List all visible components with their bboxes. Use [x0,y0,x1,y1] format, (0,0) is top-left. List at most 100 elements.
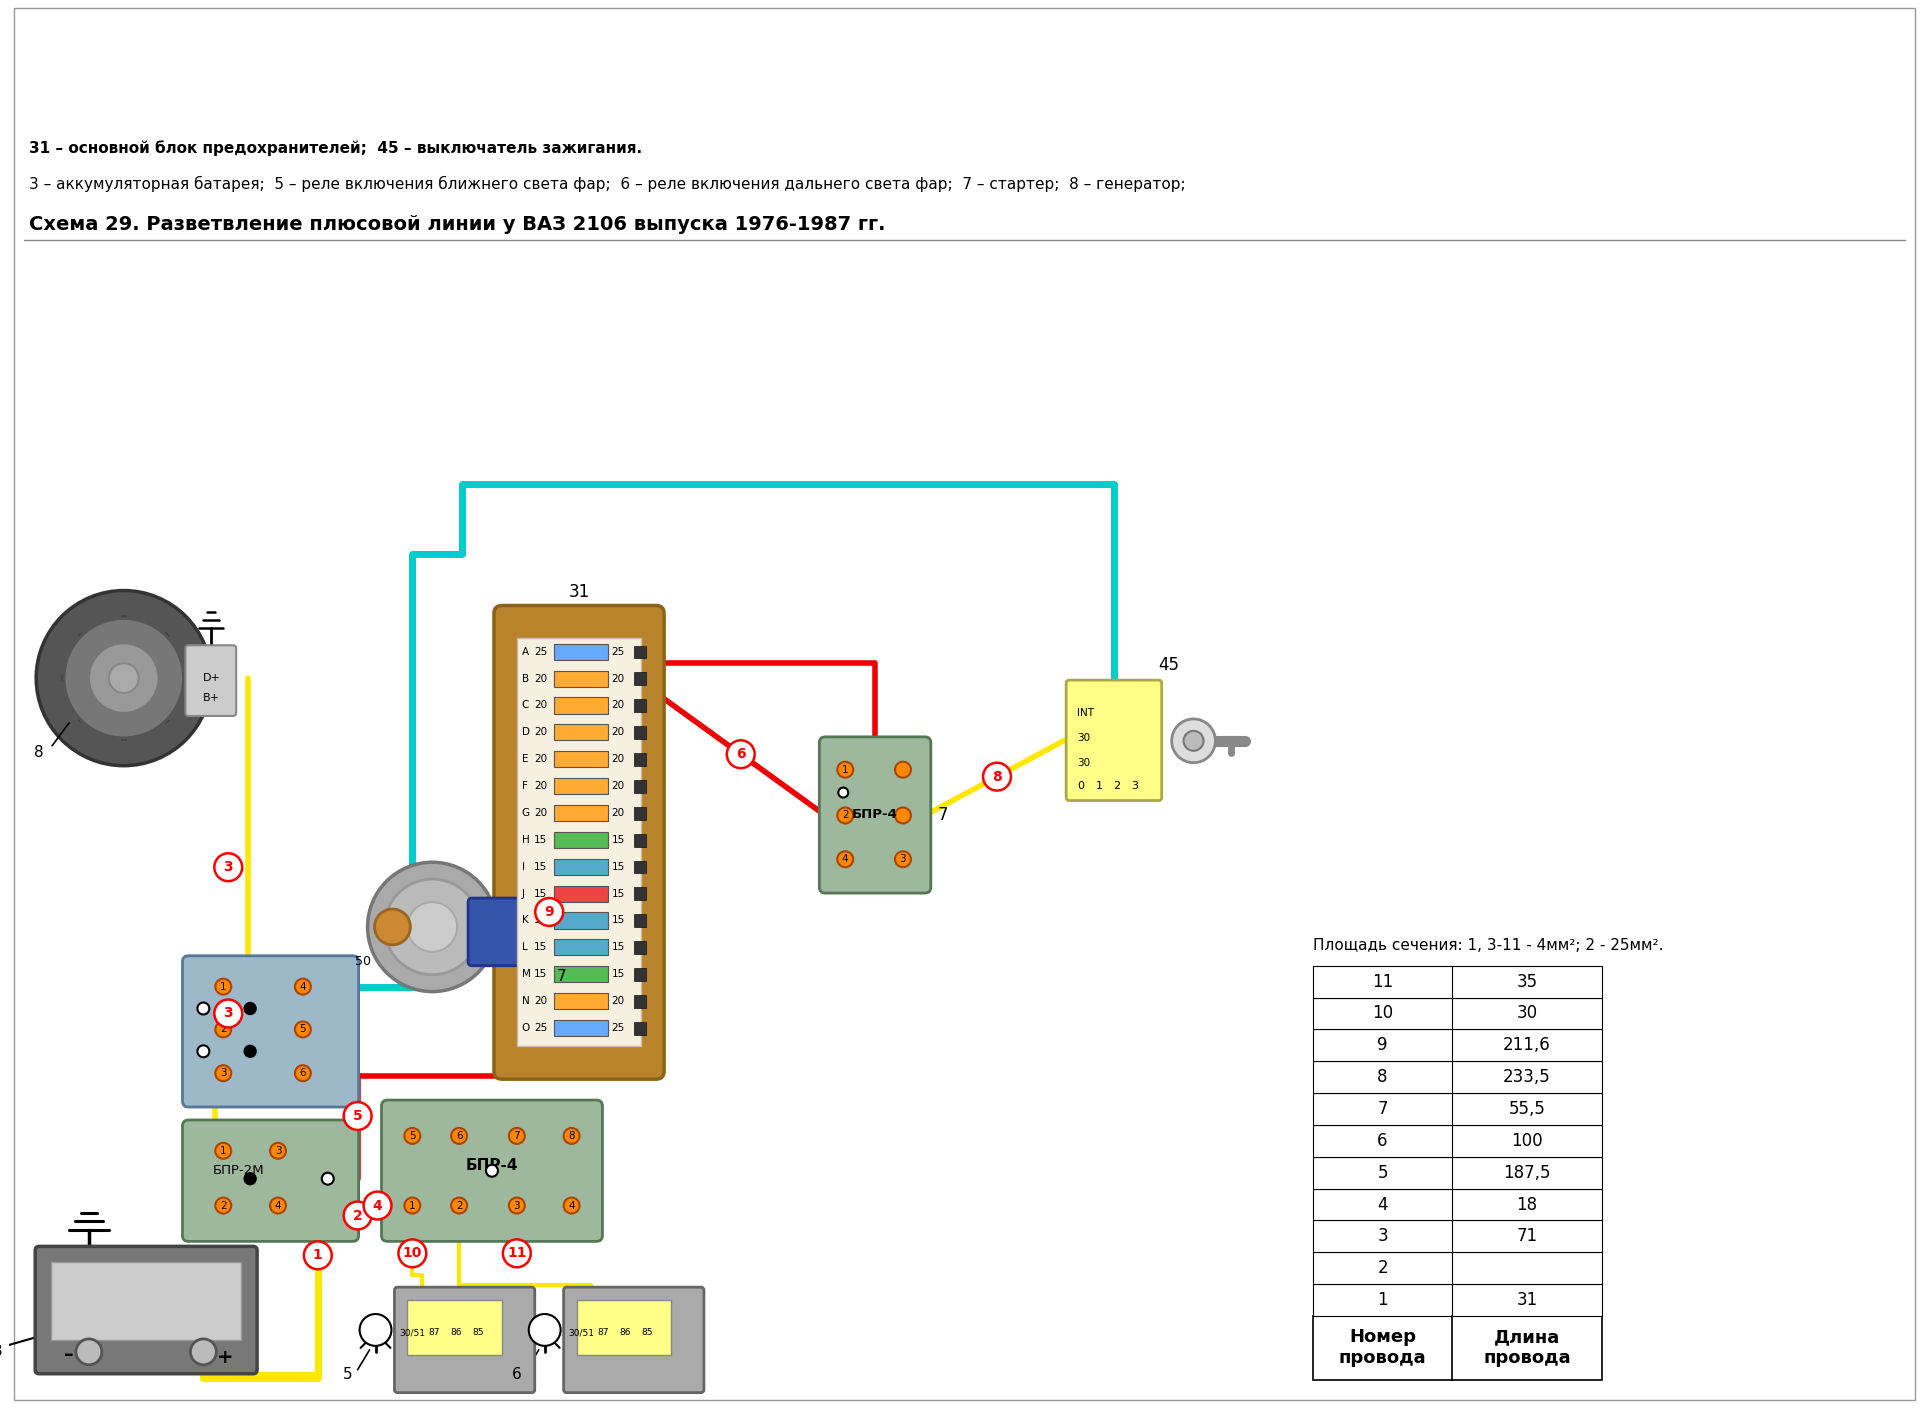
Text: 5: 5 [1377,1164,1388,1181]
Text: 1: 1 [843,765,849,774]
Circle shape [215,979,230,994]
Text: I: I [522,862,524,872]
Text: 20: 20 [611,673,624,684]
Text: 6: 6 [513,1367,522,1383]
Text: 15: 15 [611,969,624,979]
Circle shape [374,910,411,945]
Text: 5: 5 [409,1131,415,1140]
Text: N: N [522,995,530,1007]
Circle shape [895,808,910,824]
Text: 15: 15 [611,862,624,872]
FancyBboxPatch shape [182,1119,359,1242]
Bar [516,638,641,1046]
Text: 2: 2 [455,1201,463,1211]
Bar [634,834,647,846]
Bar [634,860,647,873]
Circle shape [564,1198,580,1214]
Text: 20: 20 [534,995,547,1007]
Text: Длина
провода: Длина провода [1482,1329,1571,1367]
Circle shape [244,1002,255,1015]
Text: 2: 2 [843,811,849,821]
FancyBboxPatch shape [382,1100,603,1242]
Circle shape [399,1239,426,1267]
Bar [1313,966,1601,998]
Text: 0: 0 [1077,780,1085,791]
Bar [634,969,647,981]
Bar [553,939,609,956]
Circle shape [303,1242,332,1269]
Circle shape [363,1191,392,1219]
Text: 15: 15 [534,915,547,925]
Text: 5: 5 [300,1025,305,1035]
Text: 31 – основной блок предохранителей;  45 – выключатель зажигания.: 31 – основной блок предохранителей; 45 –… [29,141,643,156]
Bar [634,1022,647,1035]
Text: C: C [522,701,530,711]
Bar [1313,1029,1601,1062]
Bar [553,859,609,874]
Text: INT: INT [1077,708,1094,718]
Text: 25: 25 [534,646,547,656]
Bar [634,646,647,659]
Text: 15: 15 [534,969,547,979]
Text: O: O [522,1024,530,1033]
Bar [634,807,647,819]
Bar [553,886,609,901]
Bar [1313,1157,1601,1188]
Text: 25: 25 [611,1024,624,1033]
Circle shape [36,590,211,766]
Bar [634,753,647,766]
Circle shape [407,903,457,952]
Bar [553,966,609,983]
Bar [1313,1252,1601,1284]
Circle shape [215,853,242,881]
Bar [634,941,647,955]
FancyBboxPatch shape [493,605,664,1079]
Circle shape [983,763,1012,790]
Bar [1313,1093,1601,1125]
Circle shape [109,663,138,693]
Bar [553,724,609,741]
Circle shape [564,1128,580,1143]
Text: K: K [522,915,528,925]
Text: B: B [522,673,528,684]
Bar [553,993,609,1010]
Text: 6: 6 [1377,1132,1388,1150]
Text: 233,5: 233,5 [1503,1069,1551,1086]
Circle shape [215,1066,230,1081]
Text: БПР-2М: БПР-2М [213,1164,265,1177]
Text: D: D [522,728,530,738]
Text: 86: 86 [451,1328,463,1338]
Text: G: G [522,808,530,818]
Circle shape [837,808,852,824]
Circle shape [509,1128,524,1143]
Text: J: J [522,888,524,898]
FancyBboxPatch shape [820,736,931,893]
Bar [634,780,647,793]
Text: 4: 4 [275,1201,282,1211]
Text: 3: 3 [221,1069,227,1079]
Circle shape [359,1314,392,1346]
Bar [1313,1221,1601,1252]
Text: Схема 29. Разветвление плюсовой линии у ВАЗ 2106 выпуска 1976-1987 гг.: Схема 29. Разветвление плюсовой линии у … [29,215,885,234]
Text: 25: 25 [534,1024,547,1033]
Circle shape [839,787,849,797]
Bar [1313,1284,1601,1316]
Text: M: M [522,969,530,979]
Text: 30: 30 [1517,1004,1538,1022]
Text: 20: 20 [611,755,624,765]
Text: 86: 86 [620,1328,632,1338]
Circle shape [215,1143,230,1159]
Text: 35: 35 [1517,973,1538,991]
Text: 2: 2 [1114,780,1121,791]
Circle shape [837,852,852,867]
Circle shape [344,1102,372,1131]
Bar [553,670,609,687]
Text: 20: 20 [611,701,624,711]
FancyBboxPatch shape [182,956,359,1107]
Text: 15: 15 [534,862,547,872]
Circle shape [198,1002,209,1015]
Circle shape [190,1339,217,1364]
Circle shape [528,1314,561,1346]
Text: 1: 1 [409,1201,415,1211]
Bar [553,643,609,660]
